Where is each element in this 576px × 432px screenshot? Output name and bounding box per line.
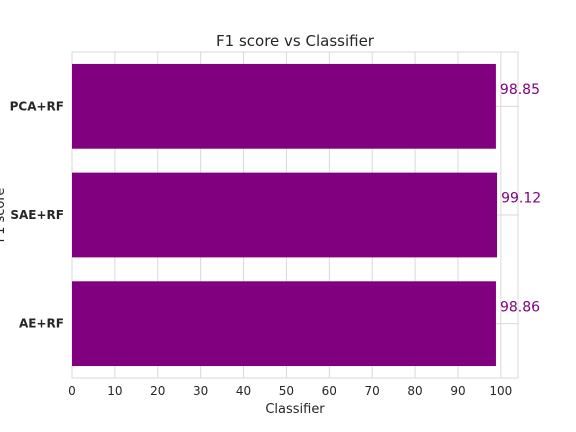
bar [72, 281, 496, 367]
x-tick-label: 20 [150, 384, 165, 398]
x-tick-label: 100 [489, 384, 512, 398]
x-tick-label: 30 [193, 384, 208, 398]
y-category-label: PCA+RF [10, 99, 64, 113]
x-tick-label: 70 [365, 384, 380, 398]
bar [72, 172, 498, 258]
x-tick-label: 50 [279, 384, 294, 398]
x-tick-label: 40 [236, 384, 251, 398]
data-label: 98.85 [500, 82, 540, 98]
x-tick-label: 60 [322, 384, 337, 398]
bar [72, 63, 496, 149]
y-axis-label: F1 score [0, 188, 8, 243]
x-tick-label: 80 [407, 384, 422, 398]
x-tick-label: 90 [450, 384, 465, 398]
y-category-label: AE+RF [19, 317, 64, 331]
x-axis-label: Classifier [265, 402, 325, 417]
bars [72, 63, 498, 367]
chart-title: F1 score vs Classifier [216, 32, 375, 50]
data-labels: 98.85 99.12 98.86 [500, 82, 541, 315]
x-ticks: 0 10 20 30 40 50 60 70 80 90 100 [68, 384, 512, 398]
y-category-label: SAE+RF [10, 208, 64, 222]
data-label: 98.86 [500, 299, 540, 315]
data-label: 99.12 [501, 191, 541, 207]
x-tick-label: 0 [68, 384, 76, 398]
y-categories: PCA+RF SAE+RF AE+RF [10, 99, 64, 330]
x-tick-label: 10 [107, 384, 122, 398]
